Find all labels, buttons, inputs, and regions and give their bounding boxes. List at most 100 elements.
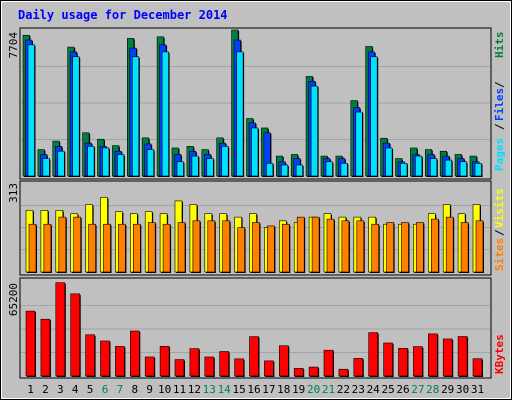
day-label-28: 28 bbox=[426, 383, 439, 396]
bar-sites-day-26 bbox=[401, 222, 409, 273]
day-label-12: 12 bbox=[188, 383, 201, 396]
bar-kbytes-day-31 bbox=[472, 358, 483, 377]
bar-pages-day-22 bbox=[340, 163, 348, 177]
bar-pages-day-11 bbox=[176, 161, 184, 177]
bar-kbytes-day-9 bbox=[144, 356, 155, 377]
bar-sites-day-12 bbox=[192, 220, 201, 273]
panel-2-frame bbox=[19, 180, 492, 276]
day-label-16: 16 bbox=[247, 383, 260, 396]
bar-pages-day-2 bbox=[42, 158, 50, 177]
bar-kbytes-day-24 bbox=[368, 332, 379, 377]
bar-pages-day-7 bbox=[117, 154, 125, 177]
panel-1-ymax-label: 7704 bbox=[7, 32, 20, 59]
bar-kbytes-day-26 bbox=[398, 348, 408, 377]
day-label-9: 9 bbox=[146, 383, 153, 396]
bar-sites-day-5 bbox=[88, 223, 96, 273]
bar-kbytes-day-18 bbox=[278, 345, 289, 377]
day-label-31: 31 bbox=[471, 383, 484, 396]
bar-pages-day-5 bbox=[87, 146, 95, 177]
bar-sites-day-20 bbox=[311, 216, 320, 273]
bar-pages-day-24 bbox=[370, 56, 378, 177]
side-label-files: Files bbox=[493, 88, 506, 121]
bar-sites-day-25 bbox=[386, 222, 394, 273]
day-label-7: 7 bbox=[117, 383, 124, 396]
bar-sites-day-22 bbox=[341, 220, 350, 273]
panel-3-ymax-label: 65200 bbox=[7, 283, 20, 316]
panel-1-bars bbox=[21, 29, 490, 178]
bar-kbytes-day-5 bbox=[85, 334, 95, 377]
bar-sites-day-31 bbox=[475, 220, 484, 273]
day-label-26: 26 bbox=[396, 383, 409, 396]
bar-kbytes-day-12 bbox=[189, 348, 200, 377]
bar-kbytes-day-10 bbox=[159, 346, 170, 377]
bar-sites-day-24 bbox=[371, 223, 380, 273]
bar-sites-day-13 bbox=[207, 220, 216, 273]
bar-kbytes-day-17 bbox=[264, 360, 274, 377]
side-label-sep-1: / bbox=[493, 123, 506, 130]
day-label-5: 5 bbox=[87, 383, 94, 396]
bar-pages-day-3 bbox=[57, 150, 65, 177]
bar-pages-day-25 bbox=[385, 147, 393, 177]
day-label-30: 30 bbox=[456, 383, 469, 396]
day-label-2: 2 bbox=[42, 383, 49, 396]
bar-sites-day-1 bbox=[28, 223, 37, 273]
bar-kbytes-day-21 bbox=[323, 349, 334, 377]
bar-pages-day-10 bbox=[161, 51, 169, 177]
bar-pages-day-31 bbox=[474, 163, 482, 177]
side-label-kbytes: KBytes bbox=[493, 334, 506, 374]
day-label-4: 4 bbox=[72, 383, 79, 396]
panel-hits-files-pages: 7704 Pages / Files / Hits bbox=[7, 27, 506, 180]
bar-kbytes-day-8 bbox=[130, 330, 140, 377]
bar-kbytes-day-19 bbox=[293, 368, 304, 377]
bar-sites-day-23 bbox=[356, 220, 365, 273]
bar-pages-day-4 bbox=[72, 56, 80, 177]
bar-pages-day-15 bbox=[236, 51, 244, 177]
bar-pages-day-18 bbox=[280, 164, 289, 177]
side-label-sites: Sites bbox=[493, 238, 506, 271]
panel-3-frame bbox=[19, 277, 492, 379]
bar-sites-day-21 bbox=[326, 218, 335, 273]
day-label-17: 17 bbox=[262, 383, 275, 396]
bar-pages-day-6 bbox=[102, 147, 110, 177]
bar-sites-day-4 bbox=[73, 216, 81, 273]
day-label-8: 8 bbox=[131, 383, 138, 396]
bar-kbytes-day-11 bbox=[174, 359, 185, 377]
bar-kbytes-day-30 bbox=[457, 336, 468, 377]
bar-pages-day-26 bbox=[400, 163, 408, 177]
bar-sites-day-7 bbox=[118, 223, 126, 273]
bar-sites-day-30 bbox=[460, 222, 469, 273]
bar-kbytes-day-20 bbox=[308, 366, 319, 377]
bar-pages-day-16 bbox=[251, 127, 259, 177]
bar-pages-day-30 bbox=[459, 161, 467, 177]
panel-2-bars bbox=[21, 197, 490, 273]
bar-sites-day-17 bbox=[267, 225, 275, 273]
day-label-27: 27 bbox=[411, 383, 424, 396]
bar-sites-day-16 bbox=[252, 222, 260, 273]
bar-pages-day-21 bbox=[325, 161, 333, 177]
day-label-10: 10 bbox=[158, 383, 171, 396]
bar-sites-day-19 bbox=[296, 216, 305, 273]
bar-sites-day-18 bbox=[281, 223, 290, 273]
bar-sites-day-10 bbox=[162, 223, 171, 273]
bar-sites-day-28 bbox=[430, 218, 439, 273]
bar-pages-day-1 bbox=[27, 44, 35, 177]
bar-sites-day-11 bbox=[177, 222, 186, 273]
day-label-29: 29 bbox=[441, 383, 454, 396]
day-label-6: 6 bbox=[102, 383, 109, 396]
bar-kbytes-day-13 bbox=[204, 356, 215, 377]
side-label-visits: Visits bbox=[493, 188, 506, 228]
panel-2-ymax-label: 313 bbox=[7, 183, 20, 203]
bar-pages-day-19 bbox=[295, 164, 304, 177]
bar-sites-day-29 bbox=[445, 216, 454, 273]
bar-kbytes-day-2 bbox=[40, 318, 51, 377]
bar-sites-day-8 bbox=[133, 223, 141, 273]
day-label-15: 15 bbox=[232, 383, 245, 396]
bar-kbytes-day-23 bbox=[353, 358, 364, 377]
bar-pages-day-20 bbox=[310, 85, 318, 177]
day-label-23: 23 bbox=[352, 383, 365, 396]
panel-kbytes: 65200 KBytes bbox=[7, 277, 506, 379]
bar-kbytes-day-28 bbox=[427, 333, 438, 377]
day-label-22: 22 bbox=[337, 383, 350, 396]
